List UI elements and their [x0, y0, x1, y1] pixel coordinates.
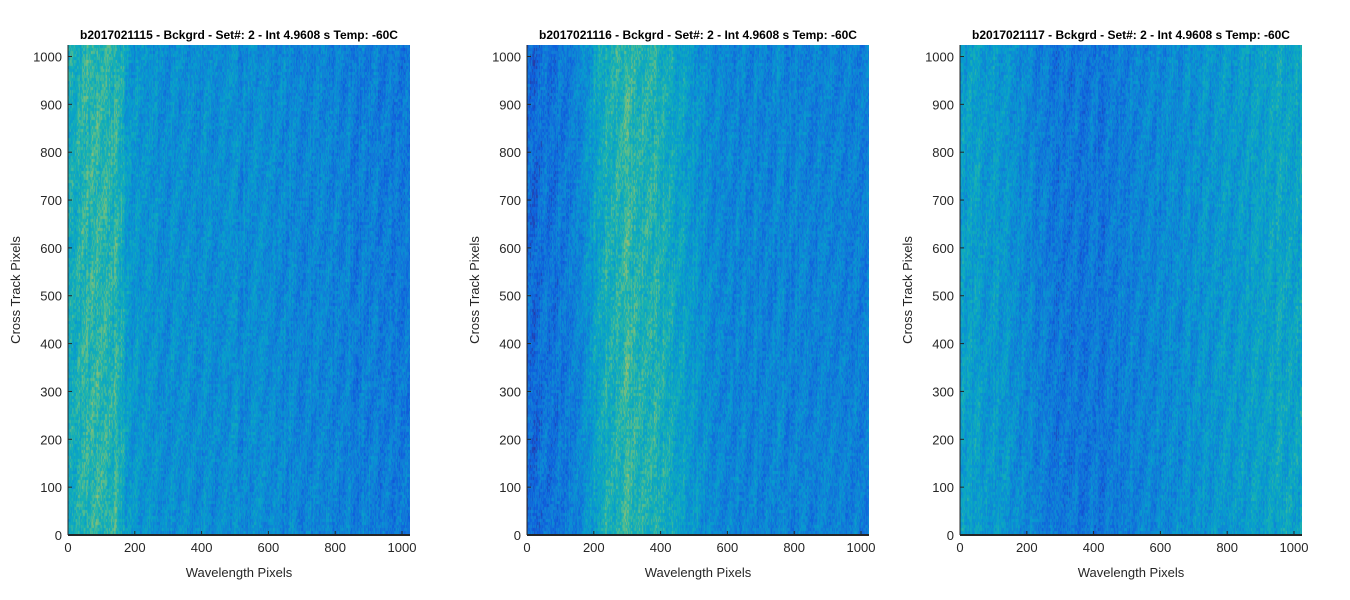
y-tick-label: 900: [499, 97, 521, 112]
y-tick-label: 600: [932, 241, 954, 256]
y-tick-label: 100: [932, 480, 954, 495]
heatmap-svg: 0 200 400 600 800 1000 0 100 200 300 400 500 600 700 8…: [8, 28, 417, 580]
x-tick-label: 400: [191, 540, 213, 555]
y-axis-label: Cross Track Pixels: [467, 236, 482, 344]
x-tick-label: 0: [956, 540, 963, 555]
heatmap-image: [68, 45, 410, 535]
x-tick-label: 0: [64, 540, 71, 555]
x-tick-label: 200: [583, 540, 605, 555]
y-tick-label: 700: [499, 193, 521, 208]
y-axis-label: Cross Track Pixels: [8, 236, 23, 344]
y-tick-label: 1000: [33, 49, 62, 64]
y-tick-label: 400: [932, 337, 954, 352]
y-tick-label: 300: [499, 384, 521, 399]
y-tick-label: 0: [514, 528, 521, 543]
heatmap-panel-1: 0 200 400 600 800 1000 0 100 200 300 400 500 600 700 8…: [0, 0, 440, 600]
y-tick-label: 0: [55, 528, 62, 543]
x-tick-label: 800: [783, 540, 805, 555]
y-tick-label: 500: [932, 289, 954, 304]
heatmap-svg: 0 200 400 600 800 1000 0 100 200 300 400 500 600 700 8…: [900, 28, 1309, 580]
y-tick-label: 900: [932, 97, 954, 112]
x-axis-label: Wavelength Pixels: [645, 565, 752, 580]
y-tick-label: 400: [499, 337, 521, 352]
y-tick-label: 800: [499, 145, 521, 160]
y-tick-label: 300: [932, 384, 954, 399]
x-tick-label: 0: [523, 540, 530, 555]
y-tick-label: 200: [40, 432, 62, 447]
chart-title: b2017021117 - Bckgrd - Set#: 2 - Int 4.9…: [972, 28, 1290, 42]
y-tick-label: 500: [499, 289, 521, 304]
y-tick-label: 700: [40, 193, 62, 208]
y-tick-label: 100: [40, 480, 62, 495]
y-tick-label: 200: [499, 432, 521, 447]
y-tick-label: 600: [499, 241, 521, 256]
y-tick-label: 500: [40, 289, 62, 304]
x-tick-label: 1000: [847, 540, 876, 555]
heatmap-svg: 0 200 400 600 800 1000 0 100 200 300 400 500 600 700 8…: [467, 28, 876, 580]
y-tick-label: 800: [932, 145, 954, 160]
x-tick-label: 400: [1083, 540, 1105, 555]
y-tick-label: 200: [932, 432, 954, 447]
x-axis-label: Wavelength Pixels: [1078, 565, 1185, 580]
x-tick-label: 200: [1016, 540, 1038, 555]
x-tick-label: 1000: [388, 540, 417, 555]
y-tick-label: 1000: [925, 49, 954, 64]
y-tick-label: 100: [499, 480, 521, 495]
y-tick-label: 1000: [492, 49, 521, 64]
x-tick-label: 600: [1150, 540, 1172, 555]
heatmap-panel-3: 0 200 400 600 800 1000 0 100 200 300 400 500 600 700 8…: [890, 0, 1330, 600]
y-tick-label: 900: [40, 97, 62, 112]
x-tick-label: 400: [650, 540, 672, 555]
y-tick-label: 800: [40, 145, 62, 160]
heatmap-image: [960, 45, 1302, 535]
x-tick-label: 600: [258, 540, 280, 555]
heatmap-panel-2: 0 200 400 600 800 1000 0 100 200 300 400 500 600 700 8…: [450, 0, 890, 600]
x-tick-label: 1000: [1280, 540, 1309, 555]
chart-title: b2017021115 - Bckgrd - Set#: 2 - Int 4.9…: [80, 28, 398, 42]
x-tick-label: 800: [324, 540, 346, 555]
y-tick-label: 700: [932, 193, 954, 208]
x-tick-label: 800: [1216, 540, 1238, 555]
y-tick-label: 600: [40, 241, 62, 256]
x-tick-label: 600: [717, 540, 739, 555]
y-tick-label: 400: [40, 337, 62, 352]
x-tick-label: 200: [124, 540, 146, 555]
heatmap-image: [527, 45, 869, 535]
x-axis-label: Wavelength Pixels: [186, 565, 293, 580]
y-tick-label: 300: [40, 384, 62, 399]
y-axis-label: Cross Track Pixels: [900, 236, 915, 344]
y-tick-label: 0: [947, 528, 954, 543]
chart-title: b2017021116 - Bckgrd - Set#: 2 - Int 4.9…: [539, 28, 857, 42]
